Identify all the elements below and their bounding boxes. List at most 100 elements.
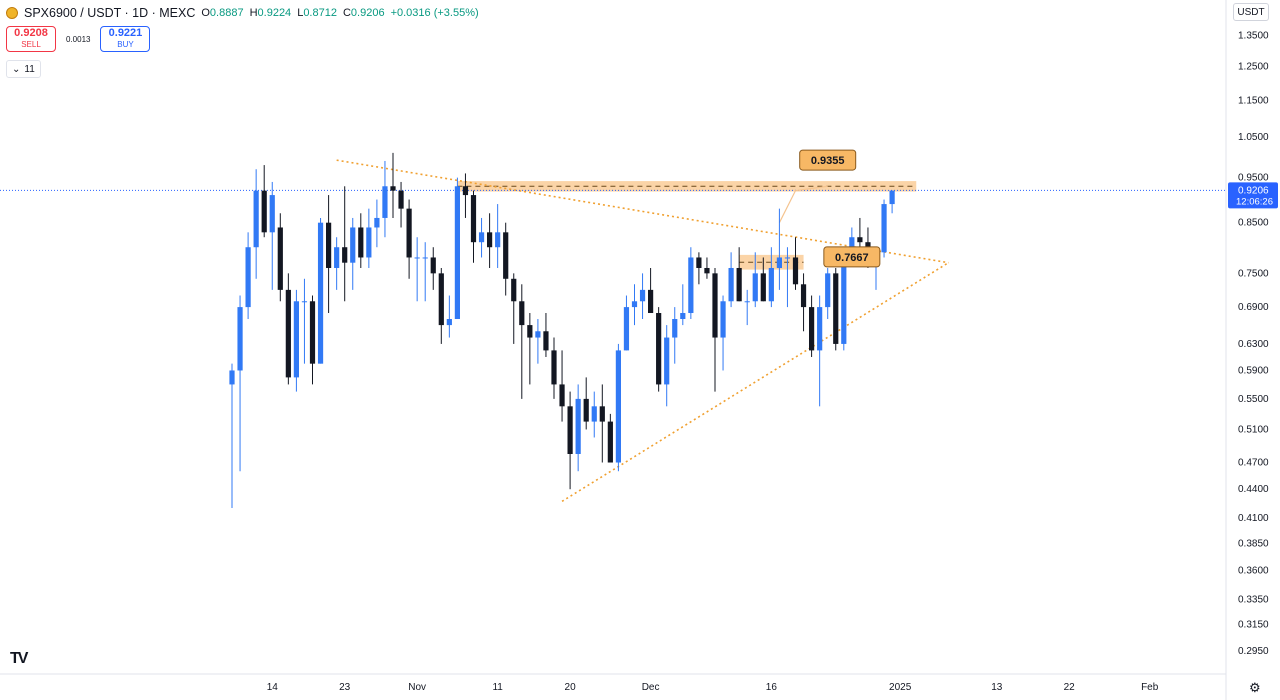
candle-body (285, 289, 291, 378)
triangle-trendline (561, 262, 949, 503)
candle-body (849, 237, 855, 253)
candle-body (704, 267, 710, 274)
candle-body (414, 257, 420, 259)
candle-body (374, 217, 380, 228)
candle-body (559, 384, 565, 407)
candle-body (430, 257, 436, 274)
candle-body (752, 273, 758, 302)
y-tick-label: 0.3850 (1238, 538, 1269, 549)
candle-body (366, 227, 372, 258)
candle-body (309, 301, 316, 364)
buy-button[interactable]: 0.9221 BUY (100, 26, 151, 52)
price-label: 0.7667 (835, 252, 869, 264)
high-key: H (249, 7, 258, 19)
triangle-trendline (336, 159, 949, 264)
x-tick-label: Nov (408, 682, 426, 693)
candle-body (398, 190, 404, 209)
candle-body (342, 247, 348, 263)
candle-body (462, 186, 469, 196)
indicators-toggle[interactable]: ⌄ 11 (6, 60, 41, 78)
spread-value: 0.0013 (66, 34, 91, 44)
x-tick-label: 2025 (889, 682, 912, 693)
y-tick-label: 0.4400 (1238, 484, 1269, 495)
candle-body (390, 186, 396, 191)
candle-body (817, 307, 823, 351)
candle-body (446, 319, 452, 326)
candle-body (535, 331, 541, 338)
candle-body (889, 190, 895, 205)
y-tick-label: 0.6900 (1238, 302, 1269, 313)
candle-body (495, 232, 501, 248)
candle-body (511, 278, 517, 302)
candle-body (551, 350, 557, 385)
candle-body (648, 289, 654, 314)
symbol-title[interactable]: SPX6900 / USDT · 1D · MEXC (24, 6, 196, 20)
candle-body (696, 257, 702, 268)
y-tick-label: 0.3150 (1238, 619, 1269, 630)
candle-body (326, 222, 332, 268)
candle-body (382, 186, 388, 218)
candle-body (656, 313, 662, 385)
candle-body (591, 406, 597, 422)
candle-body (728, 267, 734, 302)
candle-body (833, 273, 839, 344)
candle-body (639, 289, 646, 302)
close-value: 0.9206 (350, 7, 385, 19)
y-tick-label: 0.3600 (1238, 565, 1269, 576)
x-tick-label: 23 (339, 682, 351, 693)
low-value: 0.8712 (303, 7, 337, 19)
y-tick-label: 0.9500 (1238, 173, 1269, 184)
candle-body (269, 195, 275, 233)
candle-body (301, 301, 308, 303)
candle-body (664, 337, 670, 385)
candle-body (575, 398, 581, 454)
trade-panel: 0.9208 SELL 0.0013 0.9221 BUY (6, 26, 151, 52)
coin-logo-icon (6, 7, 18, 19)
x-tick-label: 16 (766, 682, 778, 693)
candle-body (623, 307, 630, 351)
close-key: C (342, 7, 351, 19)
tradingview-logo: TV (10, 650, 29, 667)
x-tick-label: 11 (492, 682, 503, 693)
y-tick-label: 0.6300 (1238, 339, 1269, 350)
candle-body (736, 267, 742, 302)
candle-body (253, 190, 259, 248)
x-tick-label: 14 (267, 682, 279, 693)
change-value: +0.0316 (+3.55%) (390, 7, 479, 19)
price-label-box (823, 246, 881, 268)
candle-body (881, 204, 887, 253)
candle-body (487, 232, 493, 248)
currency-selector[interactable]: USDT (1233, 3, 1269, 21)
gear-icon[interactable]: ⚙ (1249, 680, 1261, 695)
y-tick-label: 1.1500 (1238, 95, 1269, 106)
last-price-tag (1228, 182, 1278, 209)
low-key: L (297, 7, 304, 19)
candle-body (454, 186, 460, 320)
x-tick-label: 20 (565, 682, 577, 693)
candle-body (237, 307, 243, 371)
candle-body (825, 273, 831, 308)
last-price-value: 0.9206 (1238, 185, 1269, 196)
candle-body (712, 273, 718, 338)
buy-label: BUY (117, 40, 134, 49)
candle-body (317, 222, 324, 364)
candle-body (245, 247, 251, 308)
candle-body (261, 190, 267, 233)
candle-body (672, 319, 678, 338)
y-tick-label: 1.0500 (1238, 132, 1269, 143)
candle-body (857, 237, 863, 243)
bar-countdown: 12:06:26 (1236, 196, 1273, 207)
x-tick-label: 22 (1064, 682, 1076, 693)
candle-body (776, 257, 782, 268)
candle-body (350, 227, 356, 263)
y-tick-label: 0.5500 (1238, 394, 1269, 405)
y-tick-label: 0.4700 (1238, 458, 1269, 469)
open-value: 0.8887 (209, 7, 244, 19)
candle-body (567, 406, 573, 454)
candle-body (841, 252, 847, 344)
candle-body (744, 301, 750, 303)
sell-button[interactable]: 0.9208 SELL (6, 26, 56, 52)
ohlc-legend: O0.8887 H0.9224 L0.8712 C0.9206 +0.0316 … (201, 7, 478, 19)
candle-body (768, 267, 774, 302)
